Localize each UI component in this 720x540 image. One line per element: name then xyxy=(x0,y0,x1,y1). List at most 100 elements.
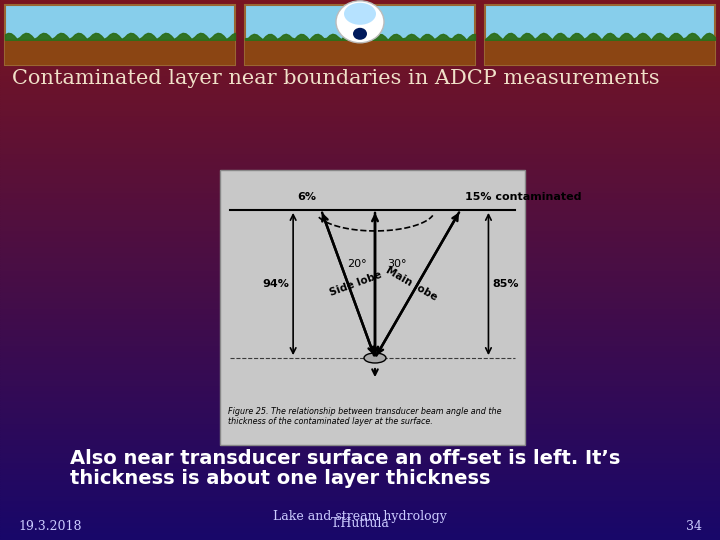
Bar xyxy=(0,76,720,77)
Bar xyxy=(0,315,720,317)
Bar xyxy=(0,158,720,160)
Bar xyxy=(0,319,720,320)
Bar xyxy=(0,70,720,72)
Text: 15% contaminated: 15% contaminated xyxy=(465,192,582,202)
Bar xyxy=(0,180,720,182)
Bar xyxy=(0,187,720,189)
Bar xyxy=(0,536,720,538)
Ellipse shape xyxy=(336,1,384,43)
Bar xyxy=(0,169,720,171)
Bar xyxy=(0,356,720,358)
Bar xyxy=(0,43,720,45)
Bar xyxy=(0,133,720,135)
Bar xyxy=(0,346,720,347)
Bar xyxy=(0,140,720,142)
Bar xyxy=(0,373,720,374)
Bar xyxy=(0,147,720,150)
Bar xyxy=(245,40,475,65)
Bar xyxy=(0,374,720,376)
Bar xyxy=(0,517,720,518)
Bar xyxy=(0,335,720,336)
Text: Lake and stream hydrology: Lake and stream hydrology xyxy=(273,510,447,523)
Bar xyxy=(0,486,720,488)
Bar xyxy=(0,90,720,92)
Bar xyxy=(0,45,720,47)
Bar xyxy=(0,5,720,7)
Bar xyxy=(0,18,720,20)
Bar xyxy=(0,204,720,205)
Bar xyxy=(0,160,720,162)
Bar xyxy=(0,398,720,400)
Bar xyxy=(0,396,720,398)
Bar xyxy=(0,270,720,272)
Bar xyxy=(0,184,720,185)
Bar xyxy=(0,518,720,520)
Bar xyxy=(0,309,720,312)
Bar xyxy=(0,173,720,174)
Bar xyxy=(0,441,720,443)
Bar xyxy=(220,170,525,445)
Bar xyxy=(0,153,720,155)
Bar xyxy=(0,124,720,126)
Bar xyxy=(0,2,720,4)
Bar xyxy=(0,351,720,353)
Bar xyxy=(5,5,235,65)
Bar xyxy=(0,495,720,497)
Bar xyxy=(0,227,720,228)
Bar xyxy=(0,63,720,65)
Bar xyxy=(0,295,720,297)
Bar xyxy=(0,39,720,42)
Bar xyxy=(5,40,235,65)
Bar xyxy=(0,360,720,362)
Bar xyxy=(0,344,720,346)
Bar xyxy=(0,282,720,285)
Bar xyxy=(0,468,720,470)
Bar xyxy=(0,241,720,243)
Bar xyxy=(0,522,720,524)
Bar xyxy=(0,261,720,263)
Bar xyxy=(0,416,720,417)
Bar xyxy=(0,420,720,421)
Bar xyxy=(0,400,720,401)
Bar xyxy=(0,49,720,50)
Bar xyxy=(0,393,720,394)
Bar xyxy=(0,285,720,286)
Bar xyxy=(0,488,720,490)
Bar xyxy=(0,65,720,66)
Bar xyxy=(0,178,720,180)
Bar xyxy=(0,191,720,193)
Bar xyxy=(0,491,720,493)
Bar xyxy=(0,194,720,196)
Bar xyxy=(0,88,720,90)
Bar xyxy=(0,25,720,27)
Bar xyxy=(0,308,720,309)
Bar xyxy=(0,205,720,207)
Bar xyxy=(0,428,720,430)
Text: 34: 34 xyxy=(686,519,702,532)
Text: 30°: 30° xyxy=(387,259,407,269)
Bar xyxy=(0,450,720,452)
Bar xyxy=(0,329,720,331)
Bar xyxy=(0,430,720,432)
Bar xyxy=(0,268,720,270)
Bar xyxy=(0,436,720,437)
Bar xyxy=(0,196,720,198)
Text: 94%: 94% xyxy=(262,279,289,289)
Bar xyxy=(0,250,720,252)
Bar xyxy=(485,5,715,65)
Bar xyxy=(0,281,720,282)
Bar xyxy=(0,236,720,238)
Bar xyxy=(0,509,720,511)
Text: Also near transducer surface an off-set is left. It’s: Also near transducer surface an off-set … xyxy=(70,449,621,468)
Bar xyxy=(0,434,720,436)
Bar xyxy=(0,339,720,340)
Text: thickness is about one layer thickness: thickness is about one layer thickness xyxy=(70,469,490,488)
Bar xyxy=(0,123,720,124)
Bar xyxy=(245,5,475,65)
Bar xyxy=(0,209,720,211)
Bar xyxy=(0,515,720,517)
Bar xyxy=(0,66,720,69)
Bar xyxy=(0,508,720,509)
Bar xyxy=(0,218,720,220)
Bar xyxy=(0,482,720,484)
